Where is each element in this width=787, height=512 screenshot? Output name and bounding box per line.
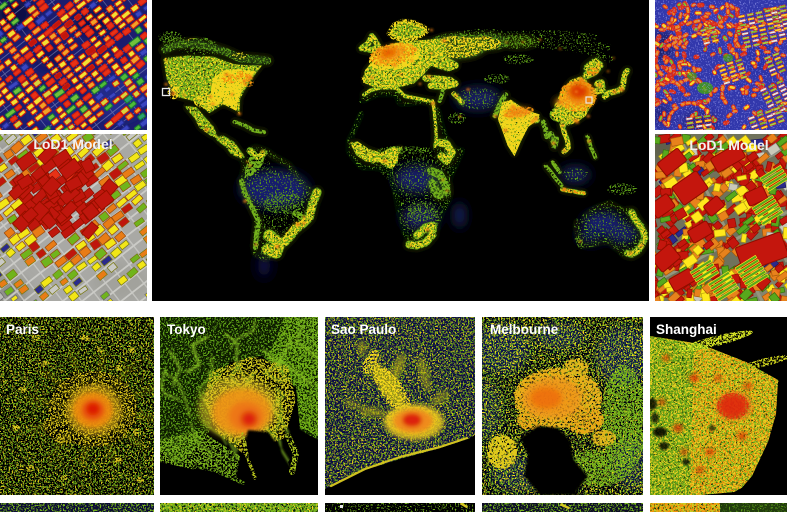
svg-text:Shanghai: Shanghai (656, 322, 717, 337)
svg-text:LoD1 Model: LoD1 Model (689, 137, 768, 153)
svg-text:Paris: Paris (6, 322, 39, 337)
svg-text:Melbourne: Melbourne (490, 322, 559, 337)
svg-text:Sao Paulo: Sao Paulo (331, 322, 396, 337)
svg-text:LoD1 Model: LoD1 Model (33, 136, 112, 152)
svg-text:Tokyo: Tokyo (167, 322, 206, 337)
